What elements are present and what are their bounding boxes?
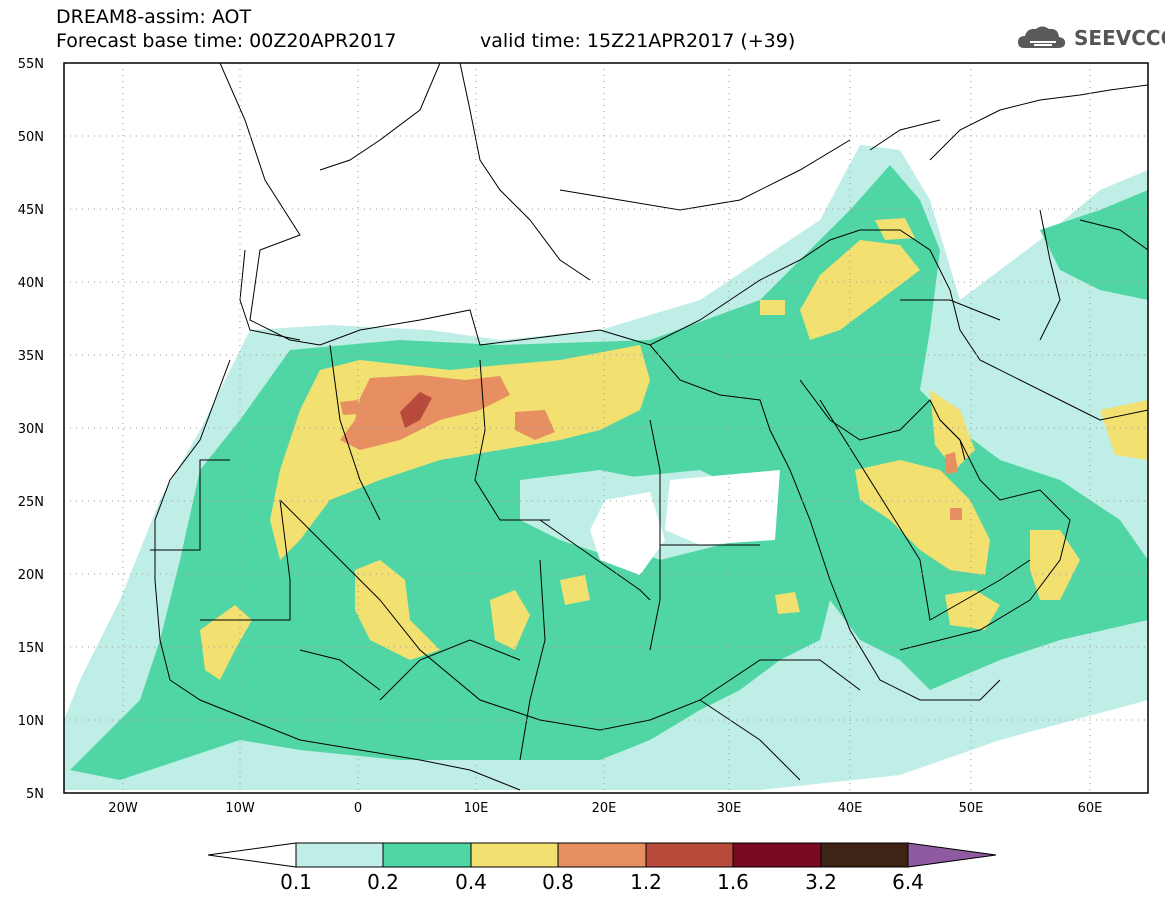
lat-label: 30N [18,422,44,437]
colorbar-swatch [732,842,822,868]
lon-label: 50E [959,801,984,816]
colorbar-label: 0.4 [455,870,487,894]
colorbar [207,842,997,868]
colorbar-swatch [820,842,909,868]
colorbar-swatch [645,842,734,868]
colorbar-label: 0.2 [367,870,399,894]
colorbar-high-arrow [907,842,997,868]
lat-label: 10N [18,714,44,729]
forecast-base-time: Forecast base time: 00Z20APR2017 [56,30,397,52]
lon-label: 20E [592,801,617,816]
lon-label: 40E [838,801,863,816]
lon-label: 0 [354,801,362,816]
map-title: DREAM8-assim: AOT [56,6,252,28]
colorbar-label: 6.4 [892,870,924,894]
aot-level-0.8 [340,375,510,450]
lat-label: 50N [18,130,44,145]
lat-label: 40N [18,276,44,291]
colorbar-label: 1.2 [630,870,662,894]
colorbar-swatch [470,842,559,868]
lon-labels: 20W 10W 0 10E 20E 30E 40E 50E 60E [108,801,1102,816]
cloud-icon [1018,26,1066,48]
lat-label: 45N [18,203,44,218]
colorbar-label: 3.2 [805,870,837,894]
lat-label: 55N [18,57,44,72]
lat-label: 5N [26,787,44,802]
lat-label: 35N [18,349,44,364]
valid-time: valid time: 15Z21APR2017 (+39) [480,30,796,52]
colorbar-swatch [557,842,647,868]
lat-label: 15N [18,641,44,656]
map-frame [63,62,1149,794]
lat-labels: 55N 50N 45N 40N 35N 30N 25N 20N 15N 10N … [18,57,44,802]
coastlines [150,63,1148,791]
lon-label: 30E [717,801,742,816]
colorbar-label: 0.8 [542,870,574,894]
colorbar-label: 0.1 [280,870,312,894]
lon-label: 10E [464,801,489,816]
lat-label: 20N [18,568,44,583]
gridlines [64,63,1148,793]
lon-label: 60E [1078,801,1103,816]
lat-label: 25N [18,495,44,510]
lon-label: 20W [108,801,138,816]
colorbar-swatch [295,842,384,868]
aot-level-1.2 [400,392,432,428]
colorbar-swatch [382,842,472,868]
colorbar-low-arrow [207,842,297,868]
aot-field [64,145,1148,790]
colorbar-label: 1.6 [717,870,749,894]
lon-label: 10W [225,801,255,816]
logo-text: SEEVCCC [1074,26,1165,50]
